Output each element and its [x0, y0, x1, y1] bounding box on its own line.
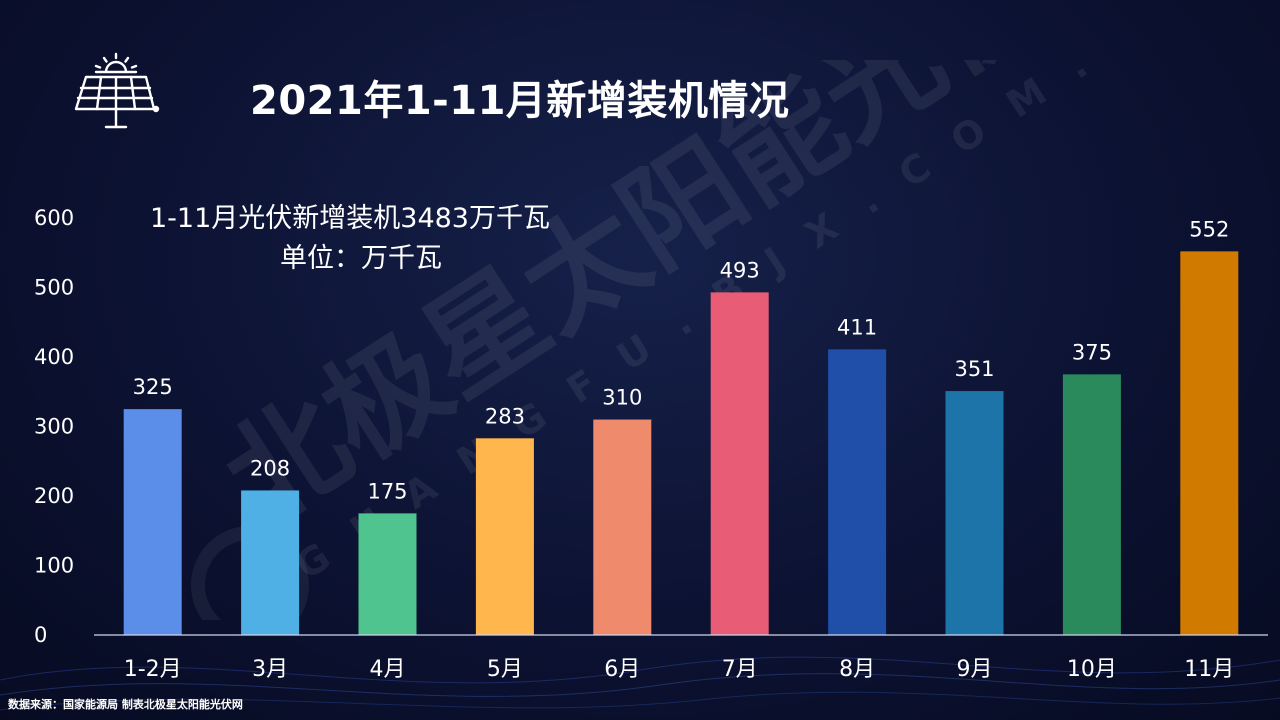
y-tick-label: 0 [34, 623, 47, 647]
bar-5 [593, 419, 652, 635]
bar-2 [241, 490, 300, 635]
x-tick-label: 6月 [604, 657, 640, 682]
x-tick-label: 9月 [957, 657, 993, 682]
bar-3 [358, 513, 417, 635]
x-tick-label: 1-2月 [124, 657, 182, 682]
y-axis-labels: 0 100 200 300 400 500 600 [34, 206, 74, 647]
bar-9 [1062, 374, 1121, 635]
value-label: 283 [485, 404, 525, 428]
value-label: 310 [602, 386, 642, 410]
bar-1 [123, 409, 182, 635]
y-tick-label: 400 [34, 345, 74, 369]
page-title: 2021年1-11月新增装机情况 [250, 78, 790, 124]
value-labels: 325 208 175 283 310 493 411 351 375 552 [133, 217, 1230, 503]
source-note: 数据来源：国家能源局 制表北极星太阳能光伏网 [8, 698, 243, 711]
chart-note-unit: 单位：万千瓦 [280, 243, 442, 274]
x-tick-label: 3月 [252, 657, 288, 682]
x-tick-label: 4月 [370, 657, 406, 682]
y-tick-label: 200 [34, 484, 74, 508]
value-label: 175 [367, 479, 407, 503]
y-tick-label: 600 [34, 206, 74, 230]
y-tick-label: 300 [34, 415, 74, 439]
y-tick-label: 100 [34, 554, 74, 578]
bar-4 [475, 438, 534, 635]
bar-10 [1180, 251, 1239, 636]
solar-panel-icon [74, 52, 160, 129]
value-label: 208 [250, 456, 290, 480]
x-axis-labels: 1-2月 3月 4月 5月 6月 7月 8月 9月 10月 11月 [124, 657, 1235, 682]
bar-7 [828, 349, 887, 635]
bar-8 [945, 391, 1004, 635]
value-label: 375 [1072, 340, 1112, 364]
bar-6 [710, 292, 769, 635]
x-tick-label: 11月 [1184, 657, 1234, 682]
y-tick-label: 500 [34, 276, 74, 300]
value-label: 325 [133, 375, 173, 399]
chart-note-total: 1-11月光伏新增装机3483万千瓦 [150, 203, 550, 234]
value-label: 493 [720, 258, 760, 282]
value-label: 411 [837, 315, 877, 339]
x-tick-label: 5月 [487, 657, 523, 682]
value-label: 351 [954, 357, 994, 381]
x-tick-label: 7月 [722, 657, 758, 682]
x-tick-label: 10月 [1067, 657, 1117, 682]
bars [123, 251, 1239, 636]
value-label: 552 [1189, 217, 1229, 241]
x-tick-label: 8月 [839, 657, 875, 682]
